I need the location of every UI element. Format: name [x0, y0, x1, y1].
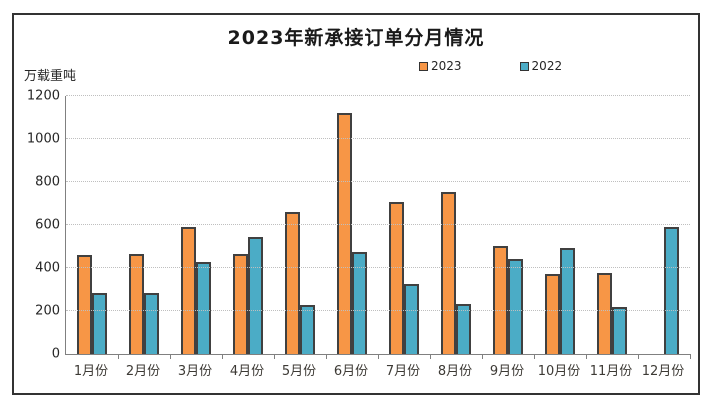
x-axis-tick	[326, 354, 327, 359]
y-tick-label: 400	[35, 260, 60, 276]
y-tick-label: 600	[35, 217, 60, 233]
bar-2023	[77, 254, 92, 354]
gridline	[66, 138, 690, 139]
chart-frame: 2023年新承接订单分月情况 万载重吨 2023 2022 0 200 400 600…	[12, 13, 700, 395]
category-cell	[534, 96, 586, 354]
x-tick-label: 4月份	[229, 364, 265, 379]
y-axis: 0 200 400 600 800 1000 1200	[16, 90, 60, 361]
gridline	[66, 310, 690, 311]
y-tick-label: 200	[35, 303, 60, 319]
legend-item-2023: 2023	[419, 59, 462, 73]
bar-2023	[597, 272, 612, 354]
legend-label-2023: 2023	[431, 59, 462, 73]
category-cell	[378, 96, 430, 354]
x-axis-tick	[222, 354, 223, 359]
bar-2022	[456, 304, 471, 354]
gridline	[66, 267, 690, 268]
bar-2022	[196, 261, 211, 354]
x-tick-label: 5月份	[281, 364, 317, 379]
x-axis-tick	[586, 354, 587, 359]
x-axis-tick	[430, 354, 431, 359]
x-axis-tick	[118, 354, 119, 359]
y-tick-label: 0	[51, 346, 60, 362]
chart-title: 2023年新承接订单分月情况	[227, 27, 485, 49]
bar-2023	[181, 226, 196, 354]
category-cell	[118, 96, 170, 354]
bar-2023	[233, 253, 248, 354]
bar-2023	[337, 112, 352, 354]
bar-2023	[389, 201, 404, 354]
x-tick-label: 10月份	[537, 364, 581, 379]
x-axis-tick	[274, 354, 275, 359]
category-cell	[430, 96, 482, 354]
category-cell	[274, 96, 326, 354]
bar-2022	[560, 248, 575, 354]
gridline	[66, 224, 690, 225]
x-tick-label: 2月份	[125, 364, 161, 379]
bar-2023	[493, 246, 508, 354]
category-cell	[326, 96, 378, 354]
chart-legend: 2023 2022	[419, 59, 562, 73]
gridline	[66, 95, 690, 96]
x-axis-tick	[534, 354, 535, 359]
y-tick-label: 1200	[26, 88, 60, 104]
bar-2022	[352, 251, 367, 354]
bar-2022	[92, 293, 107, 354]
x-axis-tick	[170, 354, 171, 359]
x-tick-label: 7月份	[385, 364, 421, 379]
category-cell	[170, 96, 222, 354]
category-cell	[586, 96, 638, 354]
category-cell	[638, 96, 690, 354]
bar-2022	[508, 259, 523, 354]
bar-2022	[612, 307, 627, 354]
x-tick-label: 9月份	[489, 364, 525, 379]
bar-2023	[285, 212, 300, 354]
bar-2023	[441, 191, 456, 354]
x-axis-tick	[638, 354, 639, 359]
bar-2023	[545, 273, 560, 354]
legend-item-2022: 2022	[519, 59, 563, 73]
x-tick-label: 12月份	[641, 364, 685, 379]
plot-area	[65, 95, 691, 359]
bar-2022	[300, 304, 315, 354]
bar-2022	[404, 283, 419, 354]
category-cell	[66, 96, 118, 354]
bar-2022	[144, 293, 159, 354]
y-tick-label: 800	[35, 174, 60, 190]
bar-2022	[664, 226, 679, 354]
legend-label-2022: 2022	[531, 59, 563, 73]
bar-2023	[129, 254, 144, 354]
x-axis-tick	[482, 354, 483, 359]
legend-swatch-2022	[519, 61, 529, 71]
x-axis-tick	[690, 354, 691, 359]
x-tick-label: 8月份	[437, 364, 473, 379]
x-tick-label: 3月份	[177, 364, 213, 379]
x-tick-label: 1月份	[73, 364, 109, 379]
legend-swatch-2023	[419, 61, 428, 71]
bar-row	[66, 96, 690, 354]
y-tick-label: 1000	[26, 131, 60, 147]
x-axis: 1月份 2月份 3月份 4月份 5月份 6月份 7月份 8月份 9月份 10月份 11月份 12月份	[65, 360, 689, 379]
bar-2022	[248, 236, 263, 354]
x-tick-label: 6月份	[333, 364, 369, 379]
category-cell	[482, 96, 534, 354]
x-tick-label: 11月份	[589, 364, 633, 379]
x-axis-tick	[378, 354, 379, 359]
category-cell	[222, 96, 274, 354]
gridline	[66, 181, 690, 182]
y-axis-unit-label: 万载重吨	[24, 69, 77, 84]
